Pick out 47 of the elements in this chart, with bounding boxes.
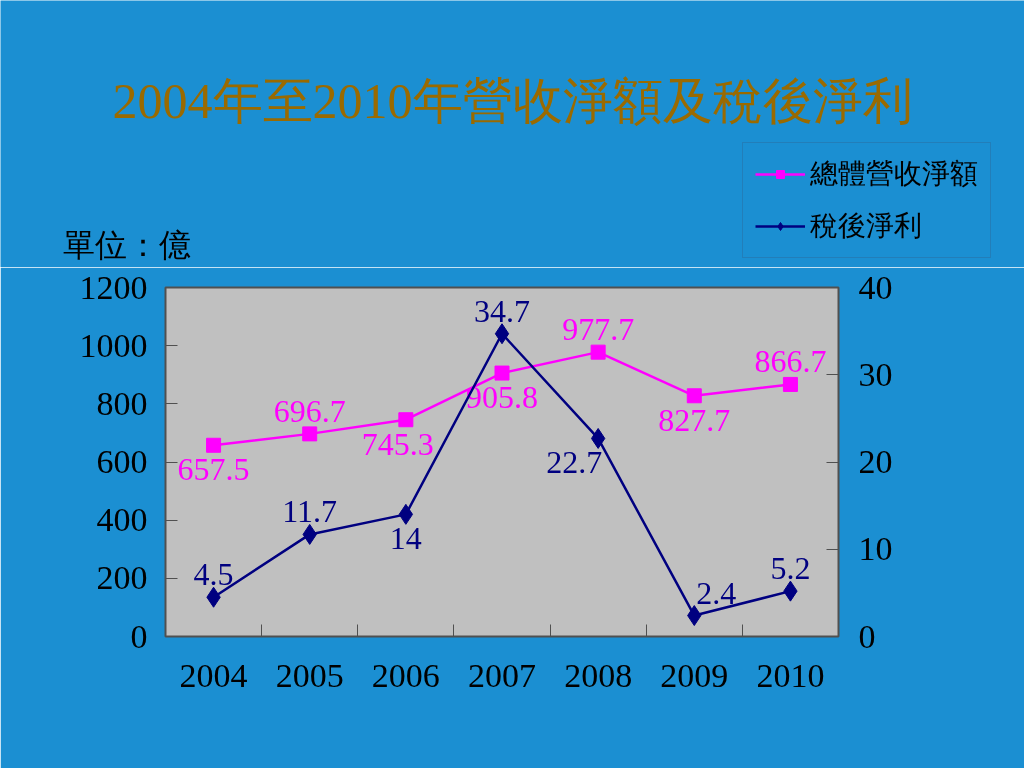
x-tick-label: 2009 (660, 656, 729, 694)
data-label: 34.7 (474, 292, 530, 329)
y-tick-label: 800 (96, 384, 148, 422)
x-tick-label: 2010 (756, 656, 825, 694)
y2-tick-label: 20 (858, 443, 893, 480)
data-label: 657.5 (177, 451, 250, 488)
data-label: 905.8 (466, 379, 538, 416)
text: 單位：億 (62, 226, 191, 263)
y2-tick-label: 30 (858, 355, 893, 393)
data-label: 22.7 (546, 444, 603, 481)
y-tick-label: 1000 (79, 326, 148, 364)
point (302, 426, 318, 442)
y-tick-label: 200 (96, 559, 148, 597)
point (782, 376, 798, 392)
point (398, 503, 414, 525)
y2-tick-label: 40 (858, 268, 893, 306)
legend-label: 稅後淨利 (810, 208, 922, 244)
point (206, 437, 222, 453)
y-tick-label: 0 (130, 617, 148, 655)
point (590, 344, 606, 360)
data-label: 5.2 (770, 550, 811, 587)
data-label: 2.4 (696, 574, 737, 611)
data-label: 14 (389, 520, 422, 557)
y-tick-label: 1200 (79, 268, 148, 306)
y-tick-label: 600 (96, 443, 148, 480)
data-label: 745.3 (361, 425, 434, 462)
x-tick-label: 2007 (468, 656, 536, 694)
point (494, 365, 510, 381)
data-label: 696.7 (273, 392, 346, 429)
data-label: 866.7 (754, 343, 827, 380)
point (590, 427, 606, 449)
data-label: 4.5 (193, 556, 234, 593)
data-label: 827.7 (658, 401, 731, 438)
data-label: 11.7 (282, 493, 338, 530)
x-tick-label: 2006 (371, 656, 440, 694)
x-tick-label: 2005 (275, 656, 344, 694)
point (398, 412, 414, 428)
y2-tick-label: 0 (858, 617, 876, 655)
x-tick-label: 2008 (564, 656, 633, 694)
chart-title: 2004年至2010年營收淨額及稅後淨利 (112, 72, 913, 129)
point (686, 388, 702, 404)
y-tick-label: 400 (96, 501, 148, 539)
point (494, 323, 510, 345)
legend-label: 總體營收淨額 (810, 156, 978, 192)
y2-tick-label: 10 (858, 530, 893, 568)
data-label: 977.7 (562, 311, 635, 348)
x-tick-label: 2004 (179, 656, 248, 694)
